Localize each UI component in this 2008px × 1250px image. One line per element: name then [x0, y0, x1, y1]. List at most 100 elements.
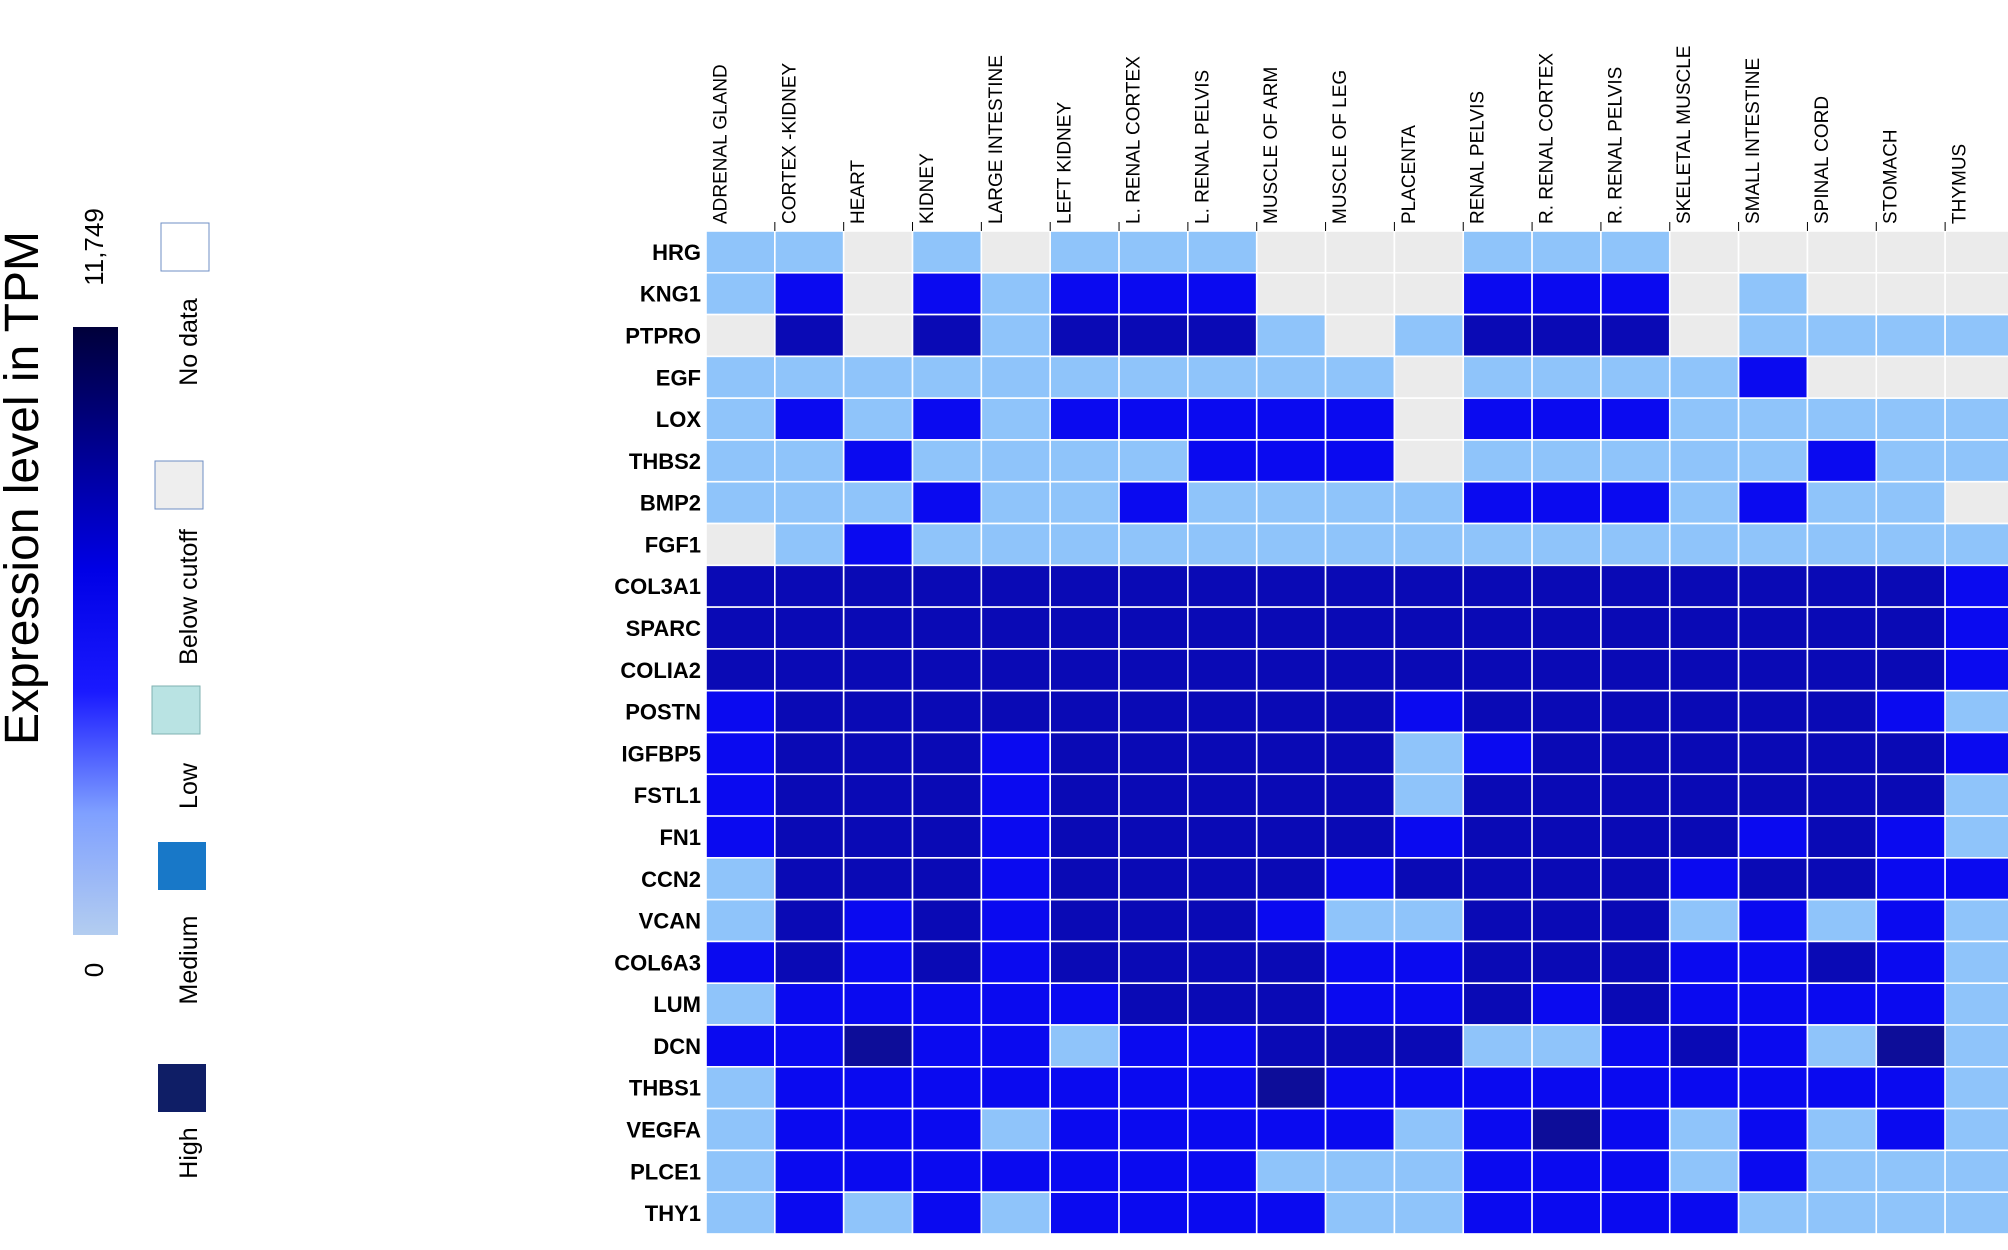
heatmap-cell [1737, 439, 1809, 483]
legend-label-high: High [175, 1127, 203, 1178]
heatmap-cell [1255, 731, 1327, 776]
heatmap-cell [911, 480, 983, 525]
heatmap-cell [1806, 606, 1878, 650]
heatmap-cell [1118, 940, 1189, 985]
heatmap-cell [1187, 857, 1258, 901]
heatmap-cell [1255, 898, 1327, 943]
heatmap-cell [980, 857, 1051, 901]
heatmap-cell [1049, 313, 1120, 358]
legend-swatch-below-cutoff [154, 460, 204, 510]
heatmap-cell [1393, 689, 1465, 734]
heatmap-cell [1118, 982, 1189, 1026]
heatmap-cell [1531, 689, 1602, 734]
heatmap-cell [705, 271, 776, 316]
heatmap-cell [1806, 564, 1878, 608]
heatmap-cell [705, 606, 776, 650]
heatmap-cell [842, 1024, 914, 1068]
heatmap-cell [1875, 857, 1946, 901]
heatmap-cell [705, 355, 776, 399]
row-label: PLCE1 [630, 1159, 701, 1184]
heatmap-cell [1049, 522, 1120, 567]
heatmap-cell [1875, 397, 1946, 441]
column-label: CORTEX -KIDNEY [779, 62, 800, 224]
heatmap-cell [1600, 1066, 1671, 1110]
heatmap-cell [1600, 689, 1671, 734]
legend: High Medium Low Below cutoff No data [151, 222, 210, 1179]
heatmap-cell [1806, 355, 1878, 399]
heatmap-cell [1806, 1107, 1878, 1152]
heatmap-cell [1737, 898, 1809, 943]
heatmap-cell [774, 1191, 845, 1235]
heatmap-cell [842, 898, 914, 943]
heatmap-cell [1462, 982, 1533, 1026]
heatmap-cell [1600, 480, 1671, 525]
heatmap-cell [1462, 815, 1533, 859]
heatmap-cell [705, 1149, 776, 1193]
heatmap-cell [1600, 397, 1671, 441]
heatmap-cell [1324, 230, 1396, 274]
heatmap-cell [842, 940, 914, 985]
heatmap-cell [1393, 1149, 1465, 1193]
heatmap-cell [980, 982, 1051, 1026]
heatmap-cell [774, 313, 845, 358]
heatmap-cell [842, 689, 914, 734]
heatmap-cell [1393, 648, 1465, 692]
heatmap-cell [774, 898, 845, 943]
heatmap-cell [1944, 1149, 2008, 1193]
heatmap-cell [1875, 1107, 1946, 1152]
heatmap-cell [1324, 857, 1396, 901]
heatmap-cell [1187, 773, 1258, 817]
heatmap-cell [980, 564, 1051, 608]
heatmap-cell [1118, 439, 1189, 483]
heatmap-cell [774, 1066, 845, 1110]
heatmap-cell [1324, 271, 1396, 316]
heatmap-cell [1324, 606, 1396, 650]
heatmap-cell [980, 397, 1051, 441]
heatmap-cell [1118, 648, 1189, 692]
row-label: FN1 [659, 825, 701, 850]
heatmap-cell [1806, 1149, 1878, 1193]
column-label: SMALL INTESTINE [1743, 58, 1764, 224]
heatmap-cell [1737, 689, 1809, 734]
heatmap-cell [1737, 857, 1809, 901]
heatmap-cell [774, 271, 845, 316]
heatmap-cell [1324, 522, 1396, 567]
column-label: ADRENAL GLAND [710, 64, 731, 224]
heatmap-cell [1737, 815, 1809, 859]
heatmap-cell [1944, 731, 2008, 776]
heatmap-cell [1324, 648, 1396, 692]
heatmap-cell [842, 313, 914, 358]
heatmap-cell [911, 773, 983, 817]
heatmap-cell [1118, 815, 1189, 859]
heatmap-cell [1737, 1066, 1809, 1110]
heatmap-cell [1255, 773, 1327, 817]
heatmap-cell [1944, 564, 2008, 608]
heatmap-cell [1118, 857, 1189, 901]
heatmap-cell [705, 1191, 776, 1235]
column-label: HEART [848, 160, 869, 224]
heatmap-cell [1737, 606, 1809, 650]
row-label: BMP2 [640, 491, 701, 516]
heatmap-cell [1255, 940, 1327, 985]
heatmap-cell [842, 982, 914, 1026]
column-label: L. RENAL CORTEX [1123, 56, 1144, 224]
heatmap-cell [842, 648, 914, 692]
heatmap-cell [911, 313, 983, 358]
heatmap-cell [842, 1149, 914, 1193]
heatmap-cell [705, 1107, 776, 1152]
heatmap-cell [1600, 731, 1671, 776]
heatmap-cell [1668, 1024, 1740, 1068]
heatmap-cell [705, 731, 776, 776]
column-label: PLACENTA [1399, 125, 1420, 224]
heatmap-cell [1255, 271, 1327, 316]
heatmap-cell [1187, 480, 1258, 525]
heatmap-cell [774, 564, 845, 608]
column-label: SKELETAL MUSCLE [1674, 46, 1695, 224]
heatmap-cell [1462, 689, 1533, 734]
heatmap-cell [1187, 648, 1258, 692]
heatmap-cell [1462, 1107, 1533, 1152]
heatmap-cell [705, 898, 776, 943]
column-label: THYMUS [1950, 144, 1971, 224]
heatmap-cell [1462, 606, 1533, 650]
